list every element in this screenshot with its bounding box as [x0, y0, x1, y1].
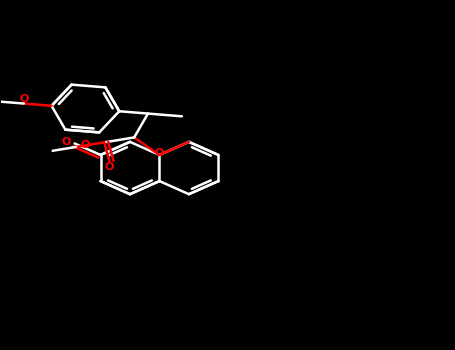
Text: O: O [62, 137, 71, 147]
Text: O: O [80, 140, 90, 150]
Text: O: O [155, 148, 164, 158]
Text: O: O [19, 94, 29, 104]
Text: O: O [105, 162, 114, 172]
